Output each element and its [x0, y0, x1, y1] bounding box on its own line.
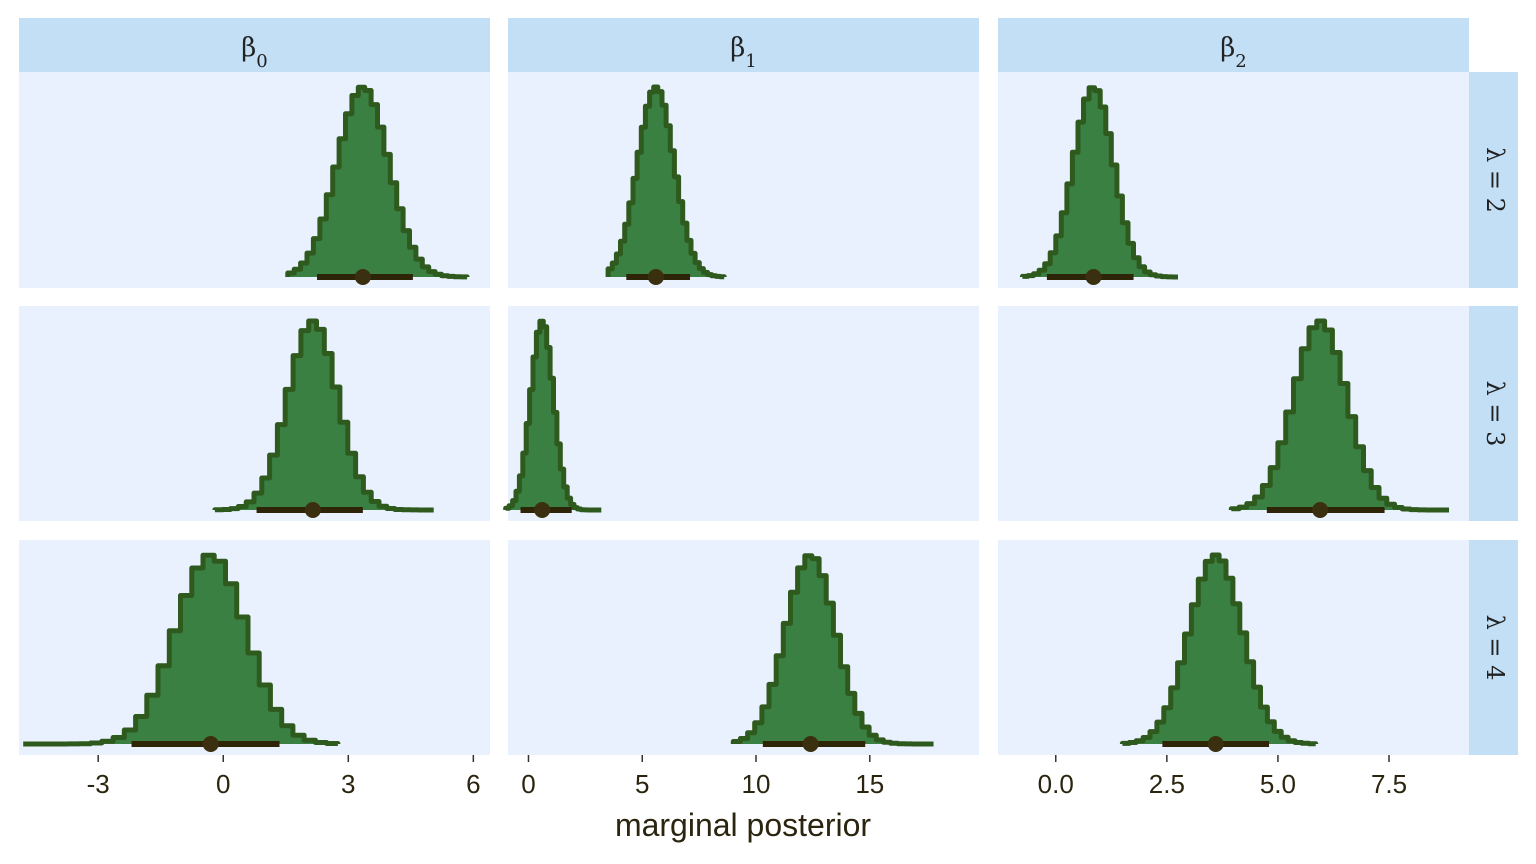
tick-label: 6: [466, 769, 480, 799]
panel-background: [508, 306, 979, 521]
histogram-area: [608, 87, 725, 277]
row-label-lambda2: λ = 2: [1481, 147, 1509, 213]
panel-background: [998, 306, 1469, 521]
median-point: [1312, 502, 1329, 518]
column-strip-beta1: [508, 18, 979, 72]
histogram-outline: [730, 553, 934, 747]
column-label-beta1: β1: [730, 33, 756, 72]
column-strip-beta2: [998, 18, 1469, 72]
row-label-lambda4: λ = 4: [1481, 615, 1509, 681]
row-label-lambda3: λ = 3: [1481, 381, 1509, 447]
histogram-area: [287, 87, 468, 277]
panel-r1-c2: [508, 72, 979, 288]
histogram-area: [23, 555, 338, 744]
x-axis-col3: 0.0 2.5 5.0 7.5: [1038, 755, 1407, 799]
panel-background: [508, 72, 979, 288]
panels: [19, 72, 1469, 755]
column-strip-beta0: [19, 18, 490, 72]
panel-r2-c2: [503, 306, 979, 521]
panel-r1-c1: [19, 72, 490, 288]
panel-r1-c3: [998, 72, 1469, 288]
column-label-beta0: β0: [241, 33, 267, 72]
median-point: [802, 736, 819, 752]
panel-r2-c1: [19, 306, 490, 521]
panel-background: [508, 540, 979, 755]
panel-r3-c3: [998, 540, 1469, 755]
tick-label: 10: [742, 769, 771, 799]
row-strip-lambda2: [1469, 72, 1518, 288]
x-axes: -3 0 3 6 0 5 10 15 0.0 2.5 5.0 7.5: [87, 755, 1407, 799]
histogram-outline: [1228, 318, 1449, 513]
panel-background: [19, 306, 490, 521]
tick-label: 15: [855, 769, 884, 799]
column-strips: β0 β1 β2: [19, 18, 1469, 72]
histogram-outline: [1019, 85, 1178, 280]
median-point: [202, 736, 219, 752]
x-axis-col1: -3 0 3 6: [87, 755, 481, 799]
histogram-area: [733, 555, 934, 744]
tick-label: 7.5: [1371, 769, 1407, 799]
row-strip-lambda4: [1469, 540, 1518, 755]
histogram-outline: [23, 552, 341, 747]
tick-label: -3: [87, 769, 110, 799]
median-point: [304, 502, 321, 518]
tick-label: 2.5: [1149, 769, 1185, 799]
row-strip-lambda3: [1469, 306, 1518, 521]
tick-label: 3: [341, 769, 355, 799]
histogram-outline: [605, 84, 727, 280]
panel-r2-c3: [998, 306, 1469, 521]
column-label-beta2: β2: [1220, 33, 1246, 72]
histogram-outline: [1119, 552, 1319, 747]
median-point: [1207, 736, 1224, 752]
histogram-outline: [285, 84, 470, 280]
panel-r3-c2: [508, 540, 979, 755]
tick-label: 5: [635, 769, 649, 799]
x-axis-title: marginal posterior: [615, 807, 871, 843]
panel-background: [19, 72, 490, 288]
tick-label: 0: [521, 769, 535, 799]
histogram-area: [1231, 321, 1449, 510]
histogram-outline: [503, 318, 602, 513]
histogram-outline: [212, 318, 434, 513]
median-point: [647, 269, 664, 285]
median-point: [1085, 269, 1102, 285]
x-axis-col2: 0 5 10 15: [521, 755, 884, 799]
panel-r3-c1: [19, 540, 490, 755]
tick-label: 0: [216, 769, 230, 799]
tick-label: 5.0: [1260, 769, 1296, 799]
median-point: [534, 502, 551, 518]
histogram-area: [505, 321, 602, 510]
median-point: [354, 269, 371, 285]
row-strips: λ = 2 λ = 3 λ = 4: [1469, 72, 1518, 755]
tick-label: 0.0: [1038, 769, 1074, 799]
